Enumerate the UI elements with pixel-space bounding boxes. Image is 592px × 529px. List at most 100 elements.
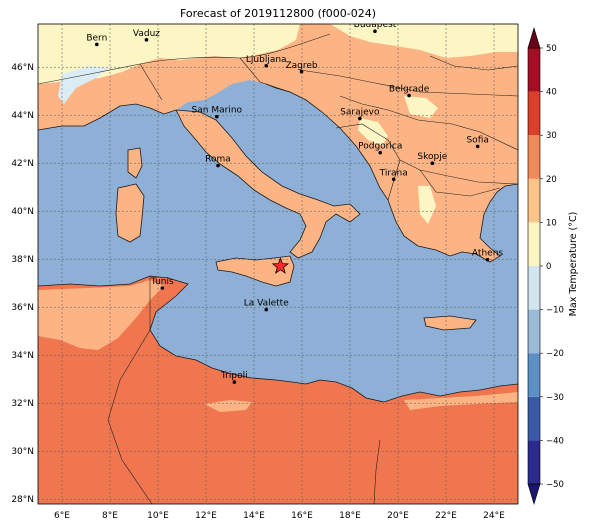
colorbar-segment <box>528 222 540 266</box>
city-dot <box>299 69 304 74</box>
colorbar-segment <box>528 266 540 310</box>
colorbar-tick-label: 20 <box>546 175 557 185</box>
city-dot <box>144 38 149 42</box>
colorbar-segment <box>528 353 540 397</box>
lat-tick-label: 42°N <box>11 159 34 169</box>
city-dot <box>430 161 435 165</box>
map-gridlines <box>38 24 518 504</box>
city-dot <box>485 257 490 262</box>
lat-tick-label: 40°N <box>11 207 34 217</box>
city-label: Budapest <box>354 20 397 30</box>
colorbar-segment <box>528 135 540 179</box>
lon-tick-label: 10°E <box>147 511 169 521</box>
city-dot <box>216 163 220 168</box>
colorbar-tick-label: −40 <box>546 436 564 446</box>
colorbar-tick-label: 40 <box>546 88 557 98</box>
city-dot <box>475 144 480 149</box>
city-label: Belgrade <box>389 85 430 95</box>
city-dot <box>378 150 383 155</box>
europe-land-region <box>38 24 518 262</box>
lon-tick-label: 6°E <box>54 511 70 521</box>
city-dot <box>407 93 411 98</box>
lon-tick-label: 20°E <box>387 511 409 521</box>
colorbar-tick-label: 0 <box>546 262 551 272</box>
city-dot <box>264 63 269 68</box>
city-label: Athens <box>472 249 503 259</box>
africa-land-region <box>38 276 518 504</box>
colorbar-tick-label: −30 <box>546 393 564 403</box>
city-dot <box>358 116 362 121</box>
city-label: Sarajevo <box>340 108 380 118</box>
lat-tick-label: 38°N <box>11 255 34 265</box>
lon-tick-label: 24°E <box>483 511 505 521</box>
lat-tick-label: 32°N <box>11 399 34 409</box>
map-frame <box>37 23 519 505</box>
colorbar-under-arrow <box>527 483 541 506</box>
city-dot <box>373 29 377 33</box>
lat-tick-label: 34°N <box>11 351 34 361</box>
crete-land-region <box>424 316 476 330</box>
colorbar-segment <box>528 440 540 484</box>
lat-tick-label: 28°N <box>11 495 34 505</box>
city-dot <box>215 114 219 119</box>
city-dot <box>232 380 237 384</box>
colorbar-tick-label: −20 <box>546 349 564 359</box>
city-label: Tirana <box>379 168 408 178</box>
city-label: La Valette <box>244 299 289 309</box>
greece-cool-region <box>418 186 436 224</box>
coastlines <box>38 83 518 403</box>
colorbar-segment <box>528 91 540 136</box>
balkan-cool-region-1 <box>358 118 388 146</box>
city-label: Zagreb <box>285 61 317 71</box>
colorbar-tick-label: −10 <box>546 306 564 316</box>
city-label: Tripoli <box>220 371 248 381</box>
sardinia-land-region <box>116 184 144 242</box>
city-label: Vaduz <box>133 29 160 39</box>
lon-tick-label: 18°E <box>339 511 361 521</box>
colorbar-label: Max Temperature (°C) <box>568 212 579 317</box>
colorbar-segment <box>528 178 540 223</box>
lon-tick-label: 12°E <box>195 511 217 521</box>
colorbar-tick-label: 30 <box>546 131 557 141</box>
city-dot <box>264 307 269 312</box>
italy-land-region <box>176 110 360 258</box>
lon-tick-label: 8°E <box>102 511 118 521</box>
country-borders <box>38 33 518 504</box>
colorbar-over-arrow <box>527 26 541 49</box>
colorbar-segment <box>528 309 540 354</box>
map-title: Forecast of 2019112800 (f000-024) <box>179 7 377 20</box>
colorbar: −50 −40 −30 −20 −10 0 10 20 30 40 50 <box>527 26 564 506</box>
city-label: Bern <box>86 33 107 43</box>
city-label: Ljubljana <box>246 55 287 65</box>
city-dot <box>160 286 165 290</box>
hungary-cool-region <box>330 24 518 58</box>
libya-warm-coast-region <box>404 392 518 410</box>
colorbar-tick-label: −50 <box>546 480 564 490</box>
balkan-cool-region-2 <box>404 96 438 118</box>
tunisia-warm-region <box>38 280 164 350</box>
lat-tick-label: 44°N <box>11 111 34 121</box>
city-label: San Marino <box>192 106 243 116</box>
colorbar-tick-label: 50 <box>546 44 557 54</box>
city-label: Skopje <box>417 152 447 162</box>
lon-tick-label: 16°E <box>291 511 313 521</box>
city-label: Sofia <box>466 135 488 145</box>
map-axis-ticks: 6°E 8°E 10°E 12°E 14°E 16°E 18°E 20°E 22°E 24°E 28… <box>11 63 505 521</box>
alps-snow-region <box>58 66 110 104</box>
lon-tick-label: 14°E <box>243 511 265 521</box>
colorbar-tick-label: 10 <box>546 218 557 228</box>
star-icon <box>271 257 290 274</box>
location-marker <box>271 257 290 274</box>
colorbar-segment <box>528 396 540 441</box>
lat-tick-label: 36°N <box>11 303 34 313</box>
city-dot <box>95 42 99 47</box>
lat-tick-label: 30°N <box>11 447 34 457</box>
lon-tick-label: 22°E <box>435 511 457 521</box>
city-label: Roma <box>205 155 231 165</box>
city-dot <box>391 177 396 182</box>
lat-tick-label: 46°N <box>11 63 34 73</box>
colorbar-segment <box>528 48 540 92</box>
city-label: Tunis <box>150 277 174 287</box>
